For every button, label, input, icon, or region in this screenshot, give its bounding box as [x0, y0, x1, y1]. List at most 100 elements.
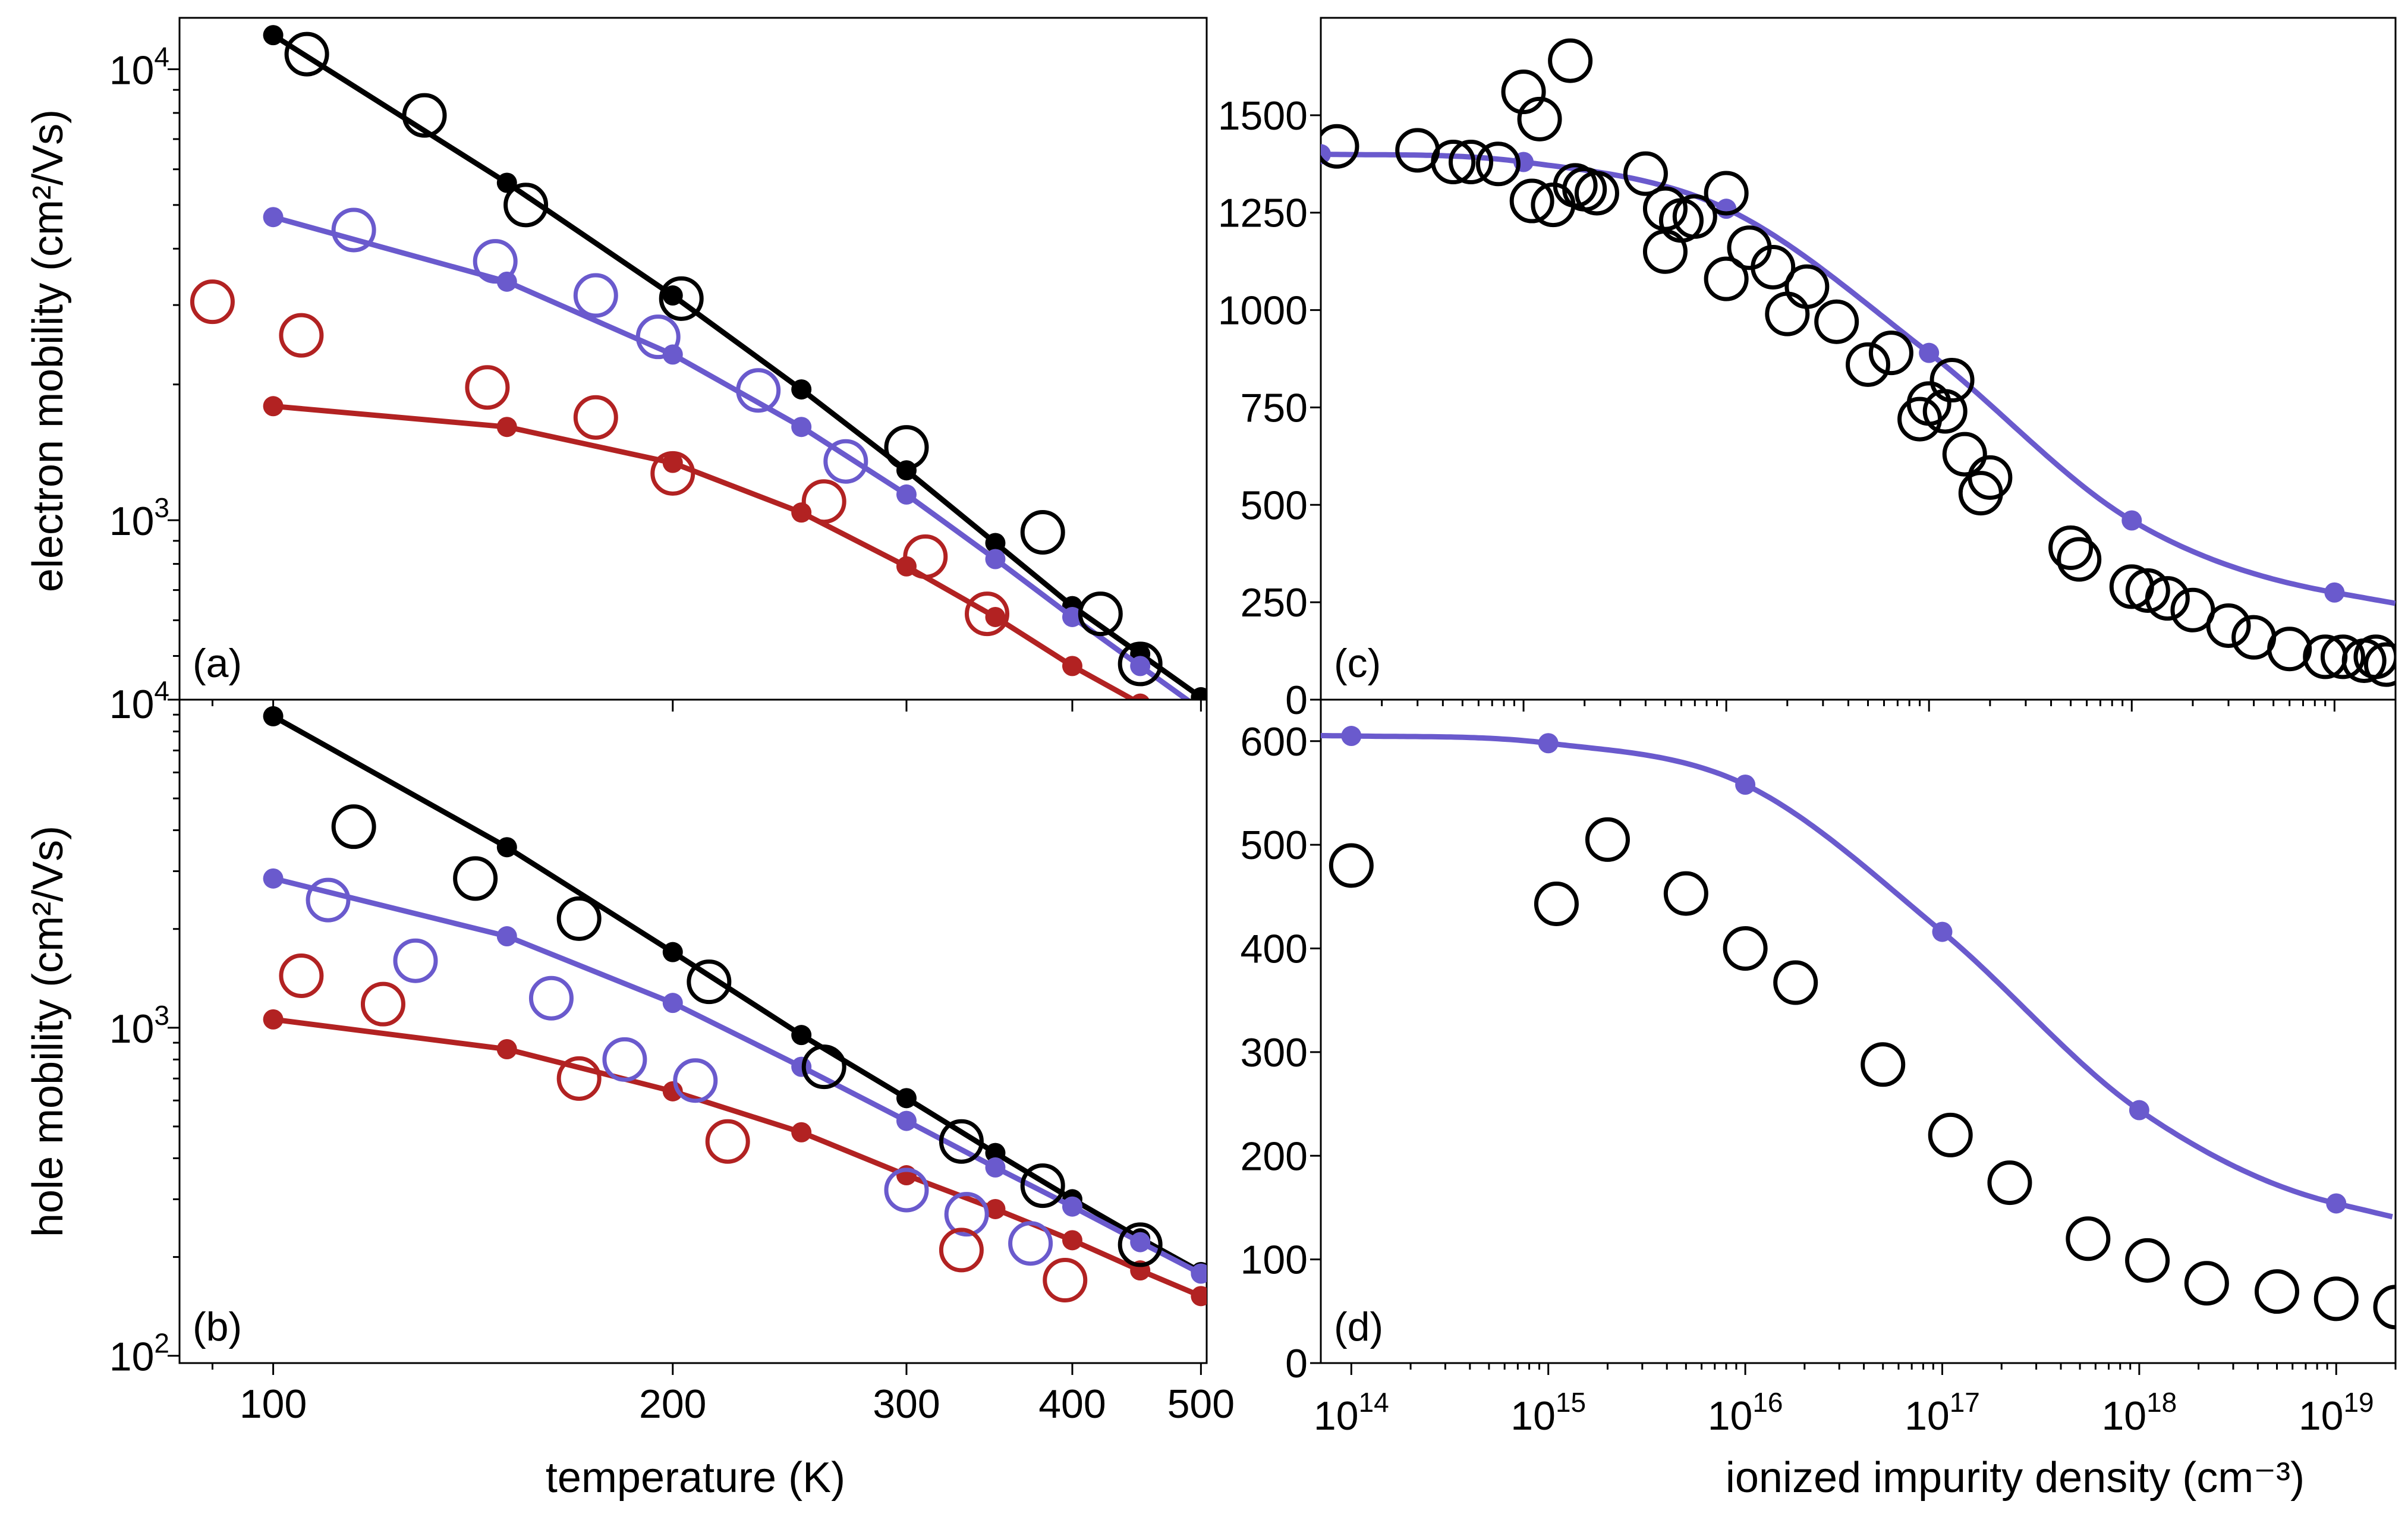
x-tick-label: 1017: [1905, 1387, 1980, 1439]
experiment-point-black: [1321, 124, 1359, 169]
experiment-point-black: [1078, 591, 1123, 637]
experiment-point-black: [659, 276, 704, 321]
experiment-point-purple: [573, 273, 618, 318]
y-tick-label: 103: [109, 1000, 169, 1052]
model-point-red: [1191, 1286, 1207, 1307]
y-axis-title-a: electron mobility (cm²/Vs): [24, 109, 72, 592]
experiment-point-black: [1861, 1042, 1906, 1087]
model-point-red: [1062, 1230, 1082, 1251]
experiment-point-black: [1118, 641, 1163, 687]
experiment-point-black: [1548, 38, 1593, 83]
axes-frame: [1320, 698, 2397, 1364]
model-point-red: [985, 1198, 1006, 1219]
experiment-point-black: [1846, 342, 1891, 387]
experiment-point-black: [2206, 603, 2251, 648]
y-tick-label: 0: [1285, 678, 1308, 723]
experiment-point-black: [2373, 1285, 2396, 1330]
model-point-purple: [2326, 1193, 2347, 1214]
y-tick-label: 1250: [1218, 191, 1308, 236]
experiment-point-black: [1987, 1160, 2032, 1206]
experiment-point-black: [687, 959, 732, 1005]
experiment-point-black: [556, 896, 602, 941]
axes-frame: [1320, 17, 2397, 701]
model-point-black: [791, 1025, 812, 1046]
experiment-point-red: [279, 313, 324, 358]
panel-a-electron-mobility-vs-temperature: (a) 104 103: [109, 17, 1211, 747]
model-point-black: [662, 942, 683, 962]
experiment-point-black: [2184, 1261, 2229, 1306]
y-tick-label: 300: [1241, 1030, 1308, 1075]
x-tick-label: 500: [1167, 1381, 1235, 1427]
y-tick-label: 104: [109, 41, 169, 93]
experiment-point-purple: [736, 368, 781, 413]
experiment-point-black: [1118, 1222, 1163, 1267]
experiment-point-purple: [528, 975, 574, 1021]
model-line-purple: [1321, 733, 2393, 1220]
model-point-purple: [1932, 921, 1953, 942]
experiment-point-black: [2125, 1238, 2170, 1283]
y-tick-label: 500: [1241, 823, 1308, 868]
experiment-point-black: [1475, 141, 1521, 187]
model-point-black: [496, 837, 517, 858]
experiment-point-red: [939, 1228, 984, 1273]
model-point-black: [896, 460, 917, 481]
experiment-point-red: [801, 479, 846, 524]
model-point-red: [791, 1122, 812, 1143]
experiment-point-black: [1449, 140, 1494, 185]
axes-frame: [178, 17, 1208, 701]
experiment-point-black: [2313, 1276, 2359, 1321]
experiment-point-black: [2363, 642, 2396, 687]
experiment-point-purple: [331, 207, 376, 253]
experiment-point-black: [503, 182, 549, 228]
model-point-black: [1191, 687, 1207, 700]
model-point-red: [1131, 693, 1150, 700]
model-point-red: [1062, 656, 1082, 676]
model-point-purple: [791, 1056, 812, 1077]
experiment-point-black: [1784, 264, 1830, 309]
experiment-point-black: [1868, 331, 1913, 376]
model-point-black: [263, 25, 284, 46]
experiment-point-black: [2057, 537, 2102, 582]
experiment-point-purple: [635, 314, 681, 360]
y-tick-label: 750: [1241, 385, 1308, 430]
experiment-point-black: [884, 425, 929, 470]
model-point-red: [1191, 727, 1211, 747]
x-tick-label: 300: [873, 1381, 940, 1427]
experiment-point-black: [2353, 634, 2396, 679]
experiment-point-black: [1574, 171, 1619, 216]
plot-area: [190, 25, 1211, 747]
experiment-point-black: [1751, 244, 1796, 289]
experiment-point-black: [1814, 299, 1859, 344]
model-point-purple: [985, 549, 1006, 569]
model-line-black: [272, 33, 1203, 700]
experiment-point-red: [705, 1119, 750, 1164]
y-axis-title-b: hole mobility (cm²/Vs): [24, 826, 72, 1237]
experiment-point-black: [1663, 871, 1708, 916]
x-tick-label: 1016: [1708, 1387, 1783, 1439]
experiment-point-black: [2320, 634, 2365, 679]
model-point-red: [496, 1039, 517, 1060]
experiment-point-black: [331, 804, 376, 849]
axes-frame: [178, 698, 1208, 1364]
experiment-point-black: [1968, 455, 2013, 500]
y-tick-label: 100: [1241, 1238, 1308, 1283]
x-axis-title-d: ionized impurity density (cm⁻³): [1726, 1454, 2305, 1502]
model-point-purple: [2121, 510, 2142, 531]
experiment-point-black: [1585, 817, 1630, 862]
experiment-point-black: [1020, 1163, 1065, 1209]
experiment-point-black: [1942, 432, 1987, 477]
model-point-red: [263, 396, 284, 417]
model-point-purple: [1919, 342, 1940, 363]
model-point-purple: [2324, 582, 2345, 603]
model-point-purple: [1341, 726, 1362, 747]
experiment-point-black: [1765, 291, 1810, 336]
model-point-purple: [496, 271, 517, 292]
y-tick-label: 250: [1241, 580, 1308, 625]
experiment-point-black: [1509, 178, 1554, 224]
experiment-point-black: [1723, 926, 1768, 971]
x-tick-label: 400: [1038, 1381, 1106, 1427]
panel-d-hole-mobility-vs-impurity: (d) 0 100 200 300 400 500 600 1014 1015 1016 1017 10…: [1241, 698, 2397, 1439]
experiment-point-red: [650, 451, 695, 496]
model-point-purple: [662, 993, 683, 1014]
plot-area: [1321, 726, 2396, 1330]
